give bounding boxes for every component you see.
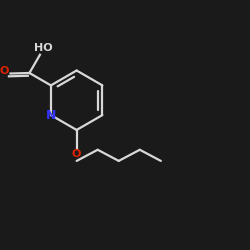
- Text: N: N: [46, 108, 56, 122]
- Text: HO: HO: [34, 43, 53, 53]
- Text: O: O: [72, 149, 81, 159]
- Text: O: O: [0, 66, 9, 76]
